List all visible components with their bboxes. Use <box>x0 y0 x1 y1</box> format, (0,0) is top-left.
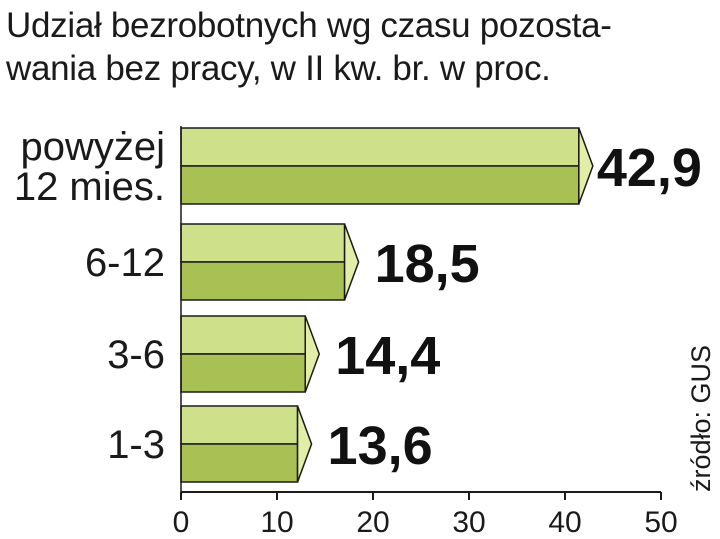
bar <box>180 127 594 205</box>
bar-bottom-face <box>180 353 306 393</box>
bar-bottom-face <box>180 165 580 205</box>
bar <box>180 315 321 393</box>
chart-title-line-1: Udział bezrobotnych wg czasu pozosta- <box>6 6 612 45</box>
value-label: 14,4 <box>335 326 440 386</box>
bars-group <box>180 127 594 483</box>
source-note: źródło: GUS <box>686 345 716 492</box>
bar-bottom-face <box>180 443 299 483</box>
bar-tip <box>578 127 594 205</box>
category-label: powyżej 12 mies. <box>14 125 165 209</box>
x-tick-label: 40 <box>548 506 581 539</box>
value-label: 13,6 <box>328 416 433 476</box>
bar-top-face <box>180 223 346 263</box>
bar-top-face <box>180 127 580 167</box>
x-tick-label: 10 <box>260 506 293 539</box>
bar-tip <box>296 405 313 483</box>
bar-tip <box>343 223 360 301</box>
value-label: 42,9 <box>597 138 702 198</box>
bar-top-face <box>180 405 299 445</box>
bar <box>180 223 360 301</box>
bar-bottom-face <box>180 261 346 301</box>
x-tick-label: 20 <box>356 506 389 539</box>
chart-title-line-2: wania bez pracy, w II kw. br. w proc. <box>6 49 551 88</box>
x-tick-label: 0 <box>173 506 190 539</box>
category-label: 3-6 <box>107 333 165 377</box>
bar <box>180 405 313 483</box>
chart-title: Udział bezrobotnych wg czasu pozosta- wa… <box>6 4 706 90</box>
value-labels: 42,9 18,5 14,4 13,6 <box>328 138 702 476</box>
category-label: 6-12 <box>85 241 165 285</box>
category-labels: powyżej 12 mies. 6-12 3-6 1-3 <box>14 125 165 467</box>
x-tick-label: 30 <box>452 506 485 539</box>
x-axis: 0 10 20 30 40 50 <box>173 126 678 539</box>
category-label: 1-3 <box>107 423 165 467</box>
bar-top-face <box>180 315 306 355</box>
bar-tip <box>304 315 321 393</box>
x-tick-label: 50 <box>644 506 677 539</box>
value-label: 18,5 <box>375 234 480 294</box>
